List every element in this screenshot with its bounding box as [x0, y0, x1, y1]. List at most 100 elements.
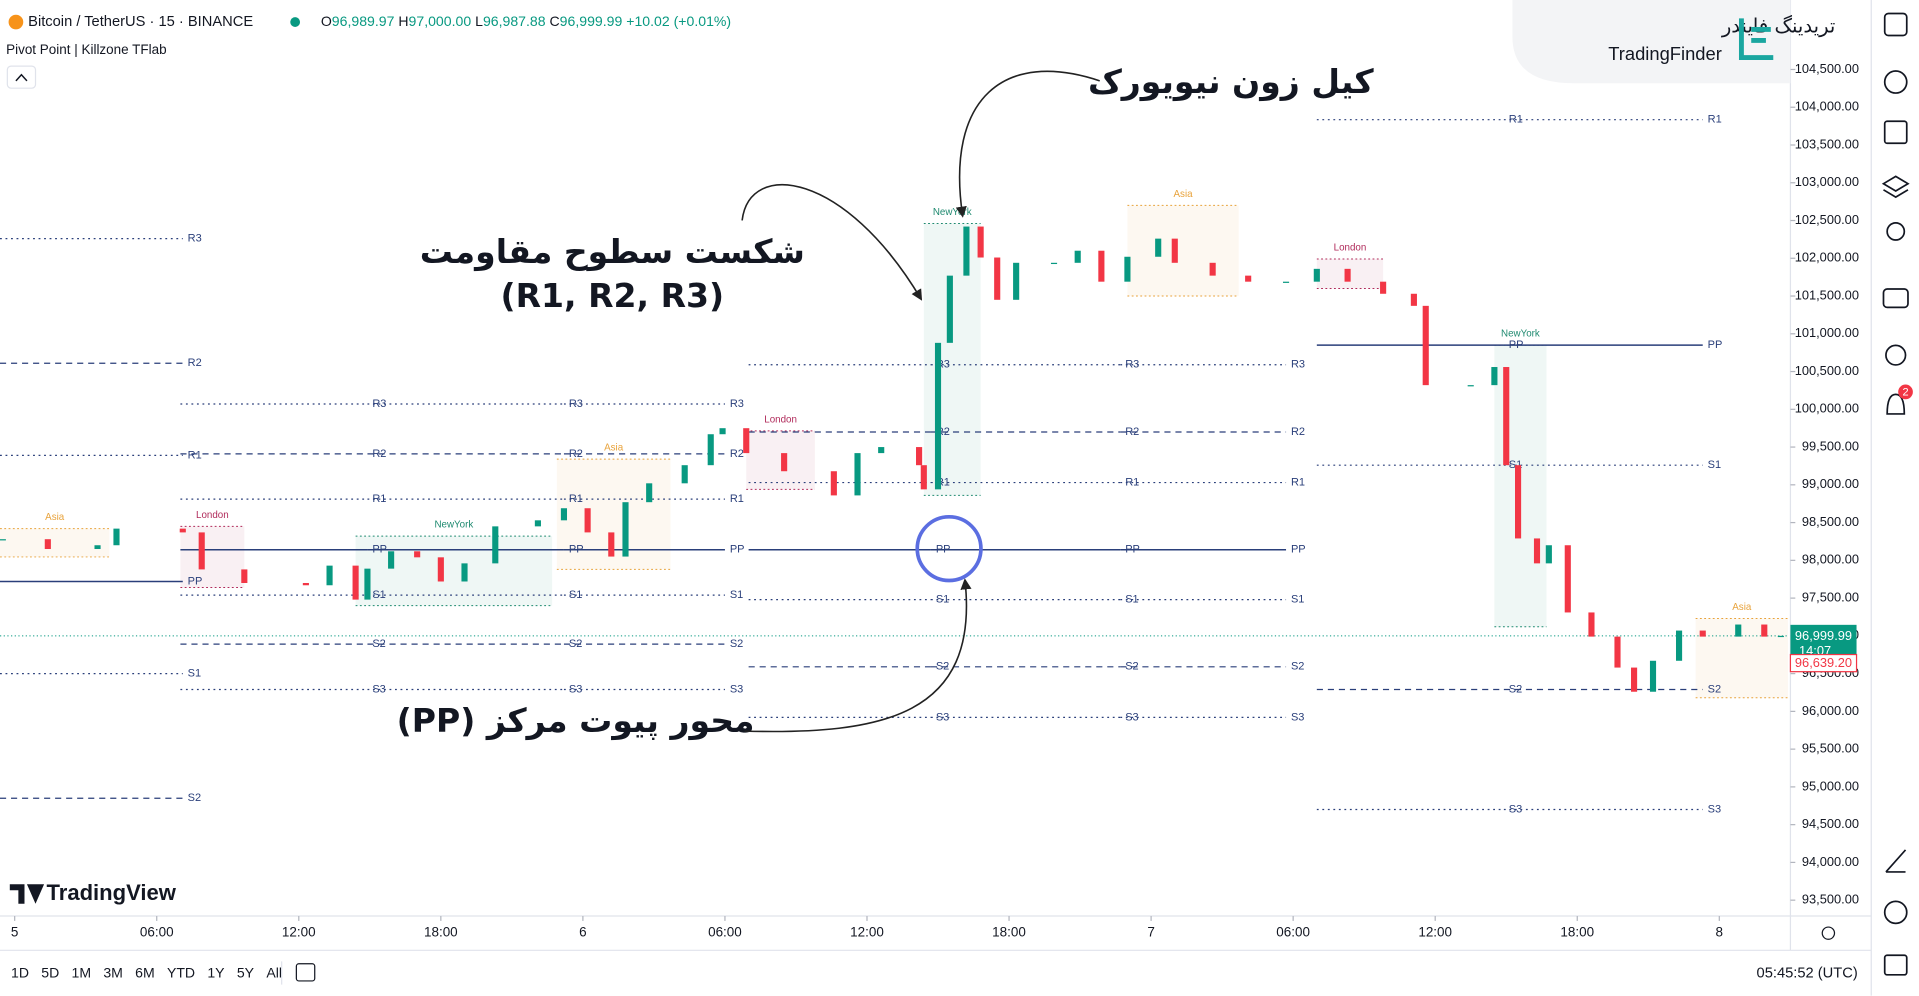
- pivot-label: S1: [188, 668, 201, 680]
- session-label: London: [196, 510, 229, 521]
- logo-backdrop: [1512, 0, 1791, 84]
- tool-target[interactable]: [1883, 900, 1908, 925]
- candle: [1013, 262, 1020, 300]
- candle: [241, 569, 248, 583]
- y-tick-label: 97,500.00: [1802, 589, 1859, 604]
- toolbar: [1881, 12, 1910, 976]
- session-label: London: [1334, 243, 1367, 254]
- x-tick-label: 7: [1147, 925, 1154, 940]
- annotation: شکست سطوح مقاومت: [420, 232, 805, 272]
- x-tick-label: 18:00: [992, 925, 1026, 940]
- candle: [1614, 636, 1621, 668]
- logo-icon: [1738, 18, 1774, 61]
- candle: [1699, 630, 1706, 637]
- session-box: [0, 528, 110, 557]
- candle: [198, 532, 205, 570]
- x-tick-label: 8: [1716, 925, 1723, 940]
- tool-hints[interactable]: [1885, 344, 1907, 366]
- ohlc-value: 96,989.97: [332, 13, 395, 29]
- collapse-button[interactable]: [6, 65, 37, 89]
- candle: [1675, 630, 1683, 661]
- candle: [1777, 635, 1784, 638]
- tool-alerts[interactable]: [1883, 70, 1908, 94]
- pivot-label: S3: [1708, 803, 1721, 815]
- candle: [113, 528, 120, 546]
- pivot-label: PP: [1708, 339, 1723, 351]
- tool-watchlist[interactable]: [1883, 12, 1908, 37]
- y-tick-label: 101,500.00: [1795, 287, 1859, 302]
- watermark: TradingView: [47, 880, 177, 905]
- pivot-label: S3: [1291, 711, 1304, 723]
- candle: [646, 483, 653, 503]
- candle: [414, 551, 421, 558]
- tool-list[interactable]: [1883, 120, 1908, 145]
- range-button[interactable]: 5Y: [237, 964, 255, 980]
- settings-icon[interactable]: [1821, 926, 1836, 940]
- tool-chat[interactable]: [1882, 288, 1909, 309]
- clock: 05:45:52 (UTC): [1757, 965, 1858, 981]
- pivot-label: R1: [730, 493, 744, 505]
- candle: [946, 275, 953, 343]
- ohlc-change: +10.02 (+0.01%): [626, 13, 731, 29]
- range-button[interactable]: YTD: [167, 964, 195, 980]
- candle: [0, 539, 6, 541]
- candle: [1155, 238, 1162, 257]
- y-tick-label: 94,000.00: [1802, 854, 1859, 869]
- candle: [830, 471, 837, 496]
- goto-date[interactable]: [295, 963, 316, 982]
- pivot-label: R2: [1291, 426, 1305, 438]
- candle: [1467, 385, 1474, 387]
- y-tick-label: 98,000.00: [1802, 552, 1859, 567]
- candle: [1649, 660, 1657, 692]
- logo-en: TradingFinder: [1608, 43, 1722, 64]
- range-button[interactable]: 1Y: [207, 964, 225, 980]
- range-button[interactable]: 1D: [11, 964, 29, 980]
- session-label: Asia: [1732, 602, 1752, 613]
- candle: [963, 226, 970, 276]
- y-tick-label: 96,000.00: [1802, 703, 1859, 718]
- candle: [94, 545, 101, 550]
- y-tick-label: 100,000.00: [1795, 401, 1859, 416]
- range-button[interactable]: 5D: [41, 964, 59, 980]
- y-tick-label: 100,500.00: [1795, 363, 1859, 378]
- candle: [560, 508, 568, 521]
- tool-notifications[interactable]: [1886, 393, 1906, 415]
- candle: [1171, 238, 1178, 263]
- tool-ideas[interactable]: [1886, 222, 1906, 241]
- candle: [916, 447, 923, 466]
- ohlc: O96,989.97 H97,000.00 L96,987.88 C96,999…: [321, 13, 731, 29]
- candle: [707, 434, 714, 466]
- symbol: Bitcoin / TetherUS · 15 · BINANCE: [28, 14, 253, 30]
- collapse-icon: [15, 73, 28, 82]
- session-box: [1695, 618, 1788, 698]
- y-tick-label: 94,500.00: [1802, 816, 1859, 831]
- y-tick-label: 102,000.00: [1795, 250, 1859, 265]
- range-button[interactable]: 1M: [72, 964, 92, 980]
- candle: [1380, 281, 1387, 294]
- range-button[interactable]: 3M: [103, 964, 123, 980]
- candle: [743, 428, 750, 454]
- range-button[interactable]: All: [266, 964, 282, 980]
- pivot-label: S2: [1708, 683, 1721, 695]
- y-tick-label: 103,500.00: [1795, 136, 1859, 151]
- ohlc-key: C: [550, 13, 560, 29]
- y-tick-label: 93,500.00: [1802, 892, 1859, 907]
- ohlc-value: 97,000.00: [409, 13, 472, 29]
- session-label: Asia: [1174, 189, 1194, 200]
- candle: [622, 502, 629, 557]
- candle: [1735, 624, 1742, 637]
- ohlc-value: 96,987.88: [483, 13, 546, 29]
- pivot-label: R3: [1291, 359, 1305, 371]
- tool-draw[interactable]: [1885, 849, 1907, 873]
- tool-calendar[interactable]: [1883, 954, 1908, 976]
- candle: [681, 465, 688, 484]
- tool-layers[interactable]: [1881, 175, 1910, 199]
- range-button[interactable]: 6M: [135, 964, 155, 980]
- candle: [1503, 367, 1510, 466]
- y-tick-label: 99,500.00: [1802, 438, 1859, 453]
- y-tick-label: 104,000.00: [1795, 99, 1859, 114]
- x-tick-label: 6: [579, 925, 587, 940]
